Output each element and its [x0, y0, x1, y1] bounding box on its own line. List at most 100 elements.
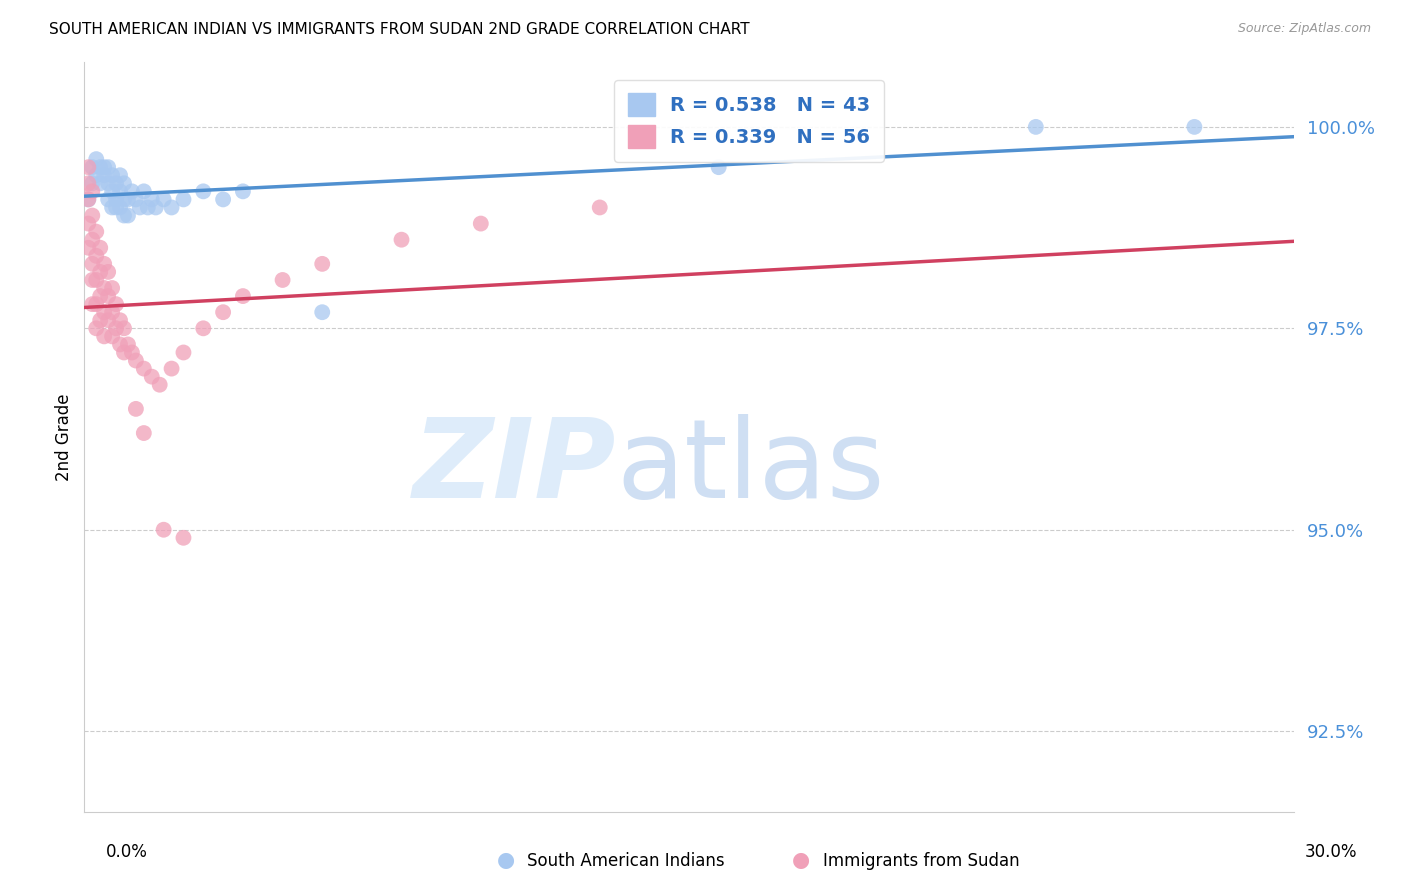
Point — [1184, 120, 1206, 134]
Point — [136, 201, 159, 215]
Point — [84, 152, 107, 166]
Point — [1025, 120, 1047, 134]
Point — [82, 273, 104, 287]
Point — [77, 241, 100, 255]
Point — [112, 176, 135, 190]
Point — [152, 193, 174, 207]
Point — [121, 185, 143, 199]
Point — [121, 345, 143, 359]
Text: atlas: atlas — [616, 414, 884, 521]
Point — [84, 168, 107, 182]
Point — [89, 289, 111, 303]
Point — [84, 297, 107, 311]
Point — [84, 225, 107, 239]
Point — [311, 257, 333, 271]
Point — [112, 345, 135, 359]
Point — [82, 176, 104, 190]
Point — [84, 321, 107, 335]
Point — [89, 176, 111, 190]
Point — [77, 193, 100, 207]
Point — [132, 425, 155, 440]
Point — [707, 160, 730, 174]
Point — [149, 377, 172, 392]
Point — [93, 257, 115, 271]
Point — [105, 176, 128, 190]
Y-axis label: 2nd Grade: 2nd Grade — [55, 393, 73, 481]
Point — [212, 193, 235, 207]
Point — [152, 523, 174, 537]
Point — [589, 201, 612, 215]
Point — [105, 321, 128, 335]
Point — [105, 201, 128, 215]
Point — [193, 321, 215, 335]
Point — [89, 160, 111, 174]
Point — [101, 168, 124, 182]
Point — [84, 273, 107, 287]
Point — [141, 193, 163, 207]
Point — [101, 201, 124, 215]
Point — [77, 193, 100, 207]
Point — [232, 289, 254, 303]
Point — [172, 345, 194, 359]
Text: 0.0%: 0.0% — [105, 843, 148, 861]
Point — [271, 273, 294, 287]
Point — [84, 249, 107, 263]
Point — [82, 297, 104, 311]
Text: Immigrants from Sudan: Immigrants from Sudan — [823, 852, 1019, 870]
Point — [172, 531, 194, 545]
Point — [108, 201, 131, 215]
Point — [105, 193, 128, 207]
Point — [125, 401, 148, 416]
Text: Source: ZipAtlas.com: Source: ZipAtlas.com — [1237, 22, 1371, 36]
Point — [101, 305, 124, 319]
Point — [128, 201, 150, 215]
Point — [89, 313, 111, 327]
Text: South American Indians: South American Indians — [527, 852, 725, 870]
Point — [97, 265, 120, 279]
Point — [160, 361, 183, 376]
Point — [132, 361, 155, 376]
Point — [112, 193, 135, 207]
Point — [391, 233, 413, 247]
Point — [132, 185, 155, 199]
Point — [93, 305, 115, 319]
Point — [82, 160, 104, 174]
Point — [89, 241, 111, 255]
Point — [82, 209, 104, 223]
Point — [193, 185, 215, 199]
Point — [117, 193, 139, 207]
Point — [108, 313, 131, 327]
Point — [77, 217, 100, 231]
Text: ZIP: ZIP — [413, 414, 616, 521]
Point — [97, 313, 120, 327]
Point — [108, 185, 131, 199]
Point — [93, 168, 115, 182]
Text: ●: ● — [498, 850, 515, 870]
Point — [112, 321, 135, 335]
Point — [97, 289, 120, 303]
Point — [101, 185, 124, 199]
Point — [311, 305, 333, 319]
Text: SOUTH AMERICAN INDIAN VS IMMIGRANTS FROM SUDAN 2ND GRADE CORRELATION CHART: SOUTH AMERICAN INDIAN VS IMMIGRANTS FROM… — [49, 22, 749, 37]
Point — [97, 193, 120, 207]
Point — [82, 233, 104, 247]
Point — [101, 281, 124, 295]
Point — [105, 297, 128, 311]
Text: ●: ● — [793, 850, 810, 870]
Point — [93, 281, 115, 295]
Point — [101, 329, 124, 343]
Point — [172, 193, 194, 207]
Point — [108, 168, 131, 182]
Point — [82, 185, 104, 199]
Point — [89, 265, 111, 279]
Point — [93, 160, 115, 174]
Text: 30.0%: 30.0% — [1305, 843, 1357, 861]
Point — [117, 209, 139, 223]
Legend: R = 0.538   N = 43, R = 0.339   N = 56: R = 0.538 N = 43, R = 0.339 N = 56 — [614, 79, 884, 161]
Point — [212, 305, 235, 319]
Point — [112, 209, 135, 223]
Point — [97, 160, 120, 174]
Point — [117, 337, 139, 351]
Point — [77, 176, 100, 190]
Point — [82, 257, 104, 271]
